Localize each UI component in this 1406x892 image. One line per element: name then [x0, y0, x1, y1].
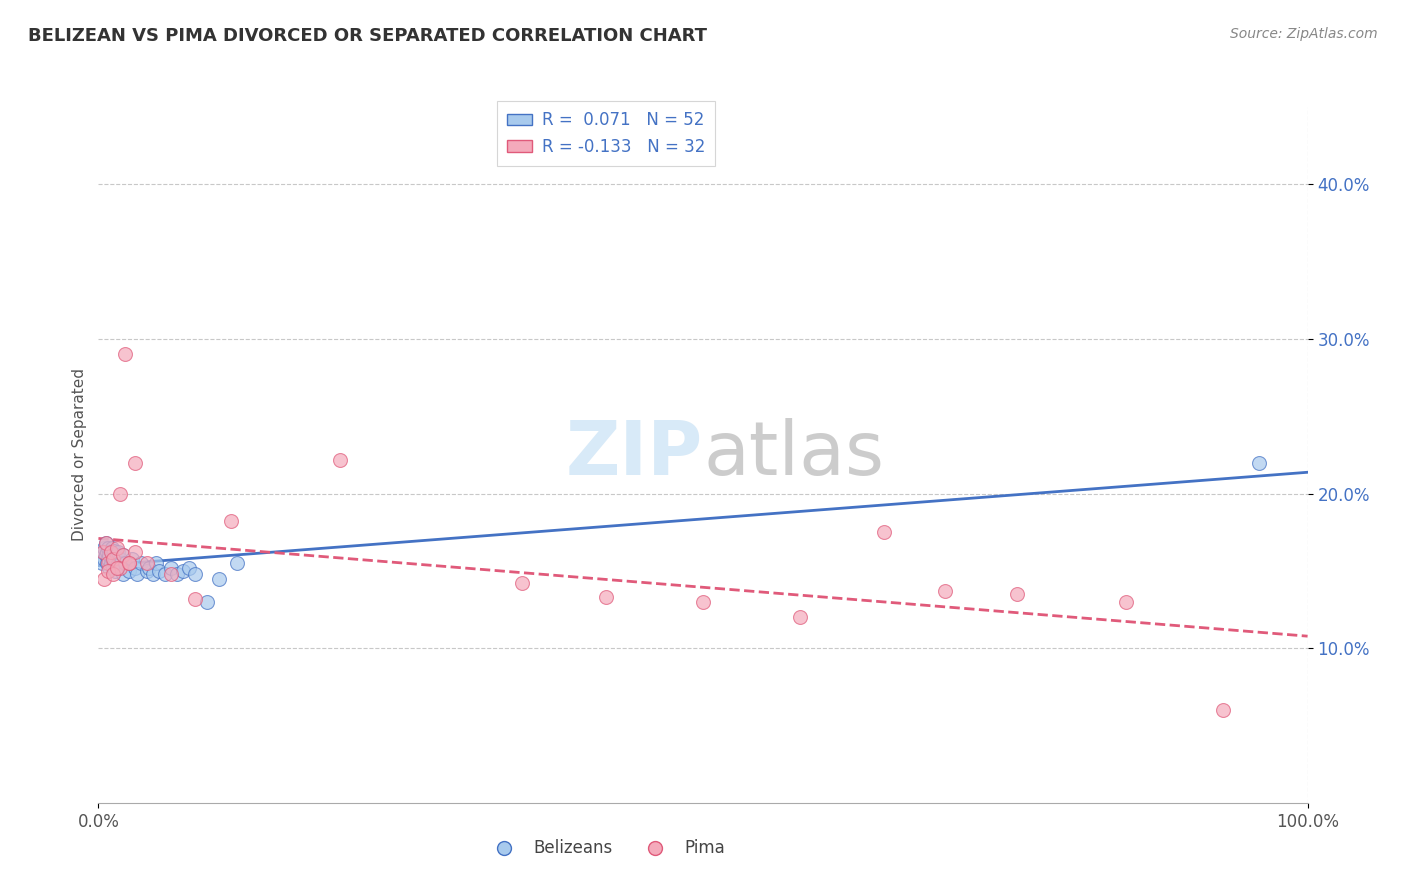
Point: [124, 545, 146, 559]
Point: [94, 536, 117, 550]
Point: [91, 545, 114, 559]
Point: [177, 561, 201, 575]
Point: [595, 590, 617, 604]
Legend: Belizeans, Pima: Belizeans, Pima: [481, 833, 733, 864]
Point: [94, 536, 117, 550]
Point: [135, 564, 157, 578]
Text: BELIZEAN VS PIMA DIVORCED OR SEPARATED CORRELATION CHART: BELIZEAN VS PIMA DIVORCED OR SEPARATED C…: [28, 27, 707, 45]
Point: [105, 549, 128, 563]
Text: ZIP: ZIP: [565, 418, 703, 491]
Point: [145, 556, 167, 570]
Point: [118, 556, 141, 570]
Point: [100, 556, 122, 570]
Point: [97, 551, 120, 566]
Point: [166, 566, 188, 581]
Point: [93, 572, 115, 586]
Point: [184, 566, 207, 581]
Point: [91, 556, 114, 570]
Point: [98, 561, 121, 575]
Point: [138, 561, 160, 575]
Point: [97, 564, 120, 578]
Point: [172, 564, 194, 578]
Point: [108, 551, 131, 566]
Point: [160, 561, 183, 575]
Point: [1249, 456, 1271, 470]
Point: [1212, 703, 1234, 717]
Point: [97, 541, 120, 555]
Point: [107, 556, 129, 570]
Point: [96, 545, 118, 559]
Point: [101, 549, 124, 563]
Point: [101, 551, 124, 566]
Point: [329, 452, 352, 467]
Point: [108, 486, 131, 500]
Point: [195, 595, 218, 609]
Point: [160, 566, 183, 581]
Point: [101, 566, 124, 581]
Y-axis label: Divorced or Separated: Divorced or Separated: [72, 368, 87, 541]
Point: [692, 595, 714, 609]
Point: [873, 525, 896, 540]
Point: [103, 555, 125, 569]
Point: [153, 566, 176, 581]
Point: [104, 564, 127, 578]
Point: [105, 561, 128, 575]
Point: [142, 566, 165, 581]
Point: [103, 543, 125, 558]
Point: [1115, 595, 1137, 609]
Point: [96, 556, 118, 570]
Text: Source: ZipAtlas.com: Source: ZipAtlas.com: [1230, 27, 1378, 41]
Point: [98, 549, 121, 563]
Point: [111, 549, 134, 563]
Point: [934, 584, 956, 599]
Point: [127, 566, 149, 581]
Point: [105, 541, 128, 555]
Point: [93, 551, 115, 566]
Point: [124, 456, 146, 470]
Point: [118, 564, 141, 578]
Point: [91, 545, 114, 559]
Point: [100, 551, 122, 566]
Point: [148, 564, 170, 578]
Point: [114, 347, 136, 361]
Text: atlas: atlas: [703, 418, 884, 491]
Point: [789, 610, 811, 624]
Point: [108, 561, 131, 575]
Point: [124, 561, 146, 575]
Point: [510, 576, 533, 591]
Point: [129, 556, 152, 570]
Point: [111, 549, 134, 563]
Point: [121, 551, 143, 566]
Point: [108, 561, 131, 575]
Point: [107, 545, 129, 559]
Point: [111, 566, 134, 581]
Point: [208, 572, 231, 586]
Point: [100, 543, 122, 558]
Point: [184, 591, 207, 606]
Point: [110, 556, 132, 570]
Point: [94, 549, 117, 563]
Point: [93, 541, 115, 555]
Point: [114, 556, 136, 570]
Point: [221, 515, 243, 529]
Point: [135, 556, 157, 570]
Point: [101, 561, 124, 575]
Point: [226, 556, 249, 570]
Point: [104, 551, 127, 566]
Point: [118, 556, 141, 570]
Point: [100, 541, 122, 555]
Point: [97, 556, 120, 570]
Point: [1007, 587, 1029, 601]
Point: [100, 545, 122, 559]
Point: [105, 559, 128, 574]
